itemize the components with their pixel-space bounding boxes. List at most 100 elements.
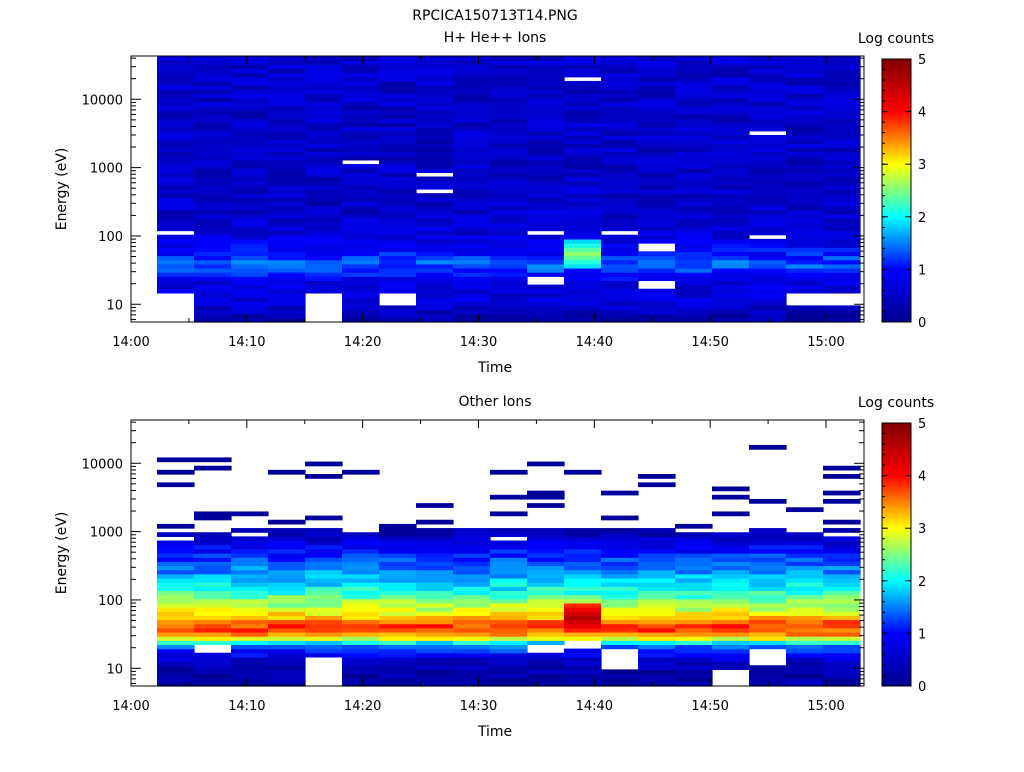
heatmap-cell: [194, 147, 232, 153]
panel-other-ions: Other Ions 14:00 14:10 14:20 14:30 14:40 14:5…: [54, 394, 934, 740]
x-tick-label: 14:50: [691, 335, 728, 350]
heatmap-cell: [453, 582, 491, 587]
colorbar-tick-label: 0: [918, 316, 926, 331]
heatmap-cell: [305, 247, 343, 252]
heatmap-cell: [453, 631, 491, 637]
heatmap-cell: [157, 276, 195, 282]
heatmap-cell: [453, 577, 491, 583]
heatmap-cell: [564, 627, 602, 633]
heatmap-cell: [231, 267, 269, 273]
heatmap-cell: [638, 60, 676, 65]
x-tick-label: 14:20: [344, 699, 381, 714]
heatmap-cell: [823, 234, 861, 240]
heatmap-cell: [638, 661, 676, 666]
heatmap-cell: [749, 636, 787, 641]
heatmap-cell: [564, 259, 602, 265]
heatmap-cell: [305, 97, 343, 103]
heatmap-cell: [231, 193, 269, 198]
heatmap-cell: [379, 251, 417, 257]
heatmap-cell: [527, 305, 565, 311]
heatmap-cell: [231, 607, 269, 612]
heatmap-cell: [194, 623, 232, 629]
heatmap-cell: [601, 197, 639, 203]
heatmap-cell: [157, 93, 195, 99]
heatmap-cell: [305, 652, 343, 658]
heatmap-cell: [157, 648, 195, 654]
heatmap-cell: [527, 309, 565, 315]
heatmap-cell: [675, 213, 713, 219]
heatmap-cell: [453, 180, 491, 186]
heatmap-cell: [379, 180, 417, 186]
heatmap-cell: [453, 317, 491, 323]
heatmap-cell: [564, 548, 602, 554]
heatmap-cell: [749, 582, 787, 587]
heatmap-cell: [638, 544, 676, 550]
heatmap-cell: [416, 305, 454, 311]
heatmap-cell: [564, 114, 602, 119]
heatmap-cell: [231, 64, 269, 70]
heatmap-cell: [305, 180, 343, 186]
heatmap-cell: [490, 615, 528, 621]
panel-2-ylabel: Energy (eV): [54, 512, 70, 595]
panel-2-axes: 14:00 14:10 14:20 14:30 14:40 14:50 15:0010100…: [82, 420, 864, 714]
heatmap-cell: [416, 292, 454, 298]
heatmap-cell: [305, 586, 343, 592]
heatmap-cell: [416, 644, 454, 650]
heatmap-cell: [823, 189, 861, 194]
heatmap-cell: [194, 122, 232, 128]
heatmap-cell: [194, 665, 232, 670]
heatmap-cell: [638, 101, 676, 107]
heatmap-cell: [157, 151, 195, 157]
heatmap-cell: [268, 317, 306, 323]
x-tick-label: 14:40: [576, 699, 613, 714]
heatmap-cell: [490, 118, 528, 124]
heatmap-cell: [823, 272, 861, 277]
heatmap-cell: [490, 155, 528, 161]
heatmap-cell: [379, 56, 417, 61]
heatmap-cell: [157, 155, 195, 161]
heatmap-cell: [490, 305, 528, 311]
heatmap-cell: [231, 553, 269, 558]
heatmap-cell: [601, 139, 639, 144]
heatmap-cell: [379, 669, 417, 675]
heatmap-cell: [527, 528, 565, 533]
heatmap-cell: [564, 193, 602, 198]
heatmap-cell: [157, 598, 195, 604]
heatmap-cell: [786, 553, 824, 558]
heatmap-cell: [194, 313, 232, 319]
heatmap-cell: [638, 598, 676, 604]
heatmap-cell: [231, 76, 269, 82]
heatmap-cell: [305, 590, 343, 596]
heatmap-cell: [564, 139, 602, 144]
heatmap-cell: [638, 681, 676, 687]
heatmap-cell: [157, 540, 195, 546]
heatmap-cell: [712, 93, 750, 99]
heatmap-cell: [601, 222, 639, 228]
heatmap-cell: [379, 607, 417, 612]
heatmap-cell: [786, 80, 824, 86]
heatmap-cell: [490, 110, 528, 115]
heatmap-cell: [675, 309, 713, 315]
heatmap-cell: [231, 602, 269, 608]
heatmap-cell: [194, 151, 232, 157]
heatmap-cell: [675, 164, 713, 169]
heatmap-cell: [675, 288, 713, 294]
heatmap-cell: [453, 176, 491, 182]
heatmap-cell: [194, 652, 232, 658]
heatmap-cell: [231, 536, 269, 542]
heatmap-cell: [749, 85, 787, 90]
heatmap-cell: [342, 101, 380, 107]
heatmap-cell: [564, 665, 602, 670]
heatmap-cell: [786, 272, 824, 277]
heatmap-cell: [416, 561, 454, 567]
heatmap-cell: [564, 305, 602, 311]
heatmap-cell: [157, 205, 195, 211]
heatmap-cell: [305, 259, 343, 265]
heatmap-cell: [268, 155, 306, 161]
heatmap-cell: [786, 97, 824, 103]
heatmap-cell: [749, 532, 787, 537]
heatmap-cell: [675, 272, 713, 277]
heatmap-cell: [638, 76, 676, 82]
heatmap-cell: [231, 627, 269, 633]
heatmap-cell: [823, 519, 861, 525]
